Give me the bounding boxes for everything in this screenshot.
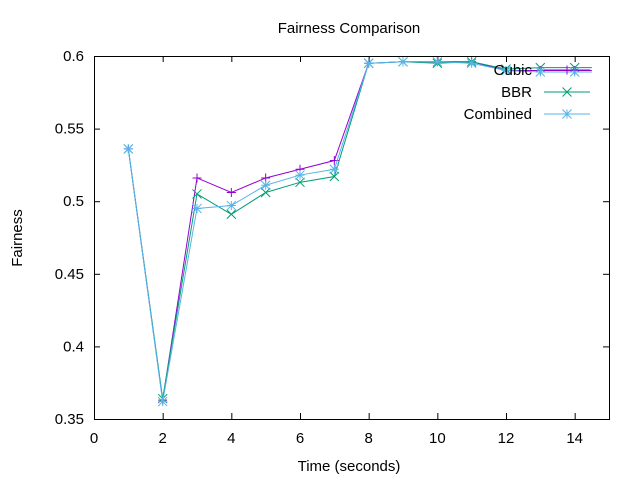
marker: [569, 67, 580, 77]
y-axis-label: Fairness: [9, 209, 26, 267]
marker: [260, 187, 271, 198]
y-tick-label: 0.35: [55, 411, 84, 428]
series-layer: [123, 56, 592, 407]
x-tick-label: 12: [498, 430, 515, 447]
x-tick-label: 10: [429, 430, 446, 447]
marker: [363, 58, 374, 69]
marker: [157, 396, 168, 407]
legend-label: Combined: [464, 106, 532, 123]
marker: [466, 58, 477, 69]
x-tick-label: 2: [158, 430, 166, 447]
legend-item-combined: Combined: [464, 106, 590, 123]
marker: [562, 87, 572, 97]
legend-item-bbr: BBR: [501, 84, 590, 101]
y-tick-label: 0.6: [63, 48, 84, 65]
marker: [329, 171, 340, 182]
legend: Cubic BBR Combined: [464, 62, 590, 123]
y-tick-label: 0.45: [55, 266, 84, 283]
marker: [123, 144, 134, 154]
marker: [329, 164, 340, 175]
chart-title: Fairness Comparison: [278, 20, 421, 37]
marker: [226, 200, 237, 211]
marker: [398, 56, 408, 67]
x-tick-label: 14: [566, 430, 583, 447]
marker: [226, 187, 236, 197]
y-tick-label: 0.4: [63, 338, 84, 355]
legend-label: Cubic: [494, 62, 533, 79]
x-tick-label: 8: [364, 430, 372, 447]
x-tick-label: 4: [227, 430, 235, 447]
marker: [562, 65, 572, 75]
marker: [192, 203, 202, 214]
plot-frame: [94, 56, 610, 420]
legend-label: BBR: [501, 84, 532, 101]
marker: [260, 180, 271, 191]
series-combined: [123, 56, 592, 407]
marker: [192, 173, 202, 183]
legend-item-cubic: Cubic: [494, 62, 590, 79]
marker: [192, 189, 202, 199]
marker: [226, 209, 237, 220]
marker: [562, 109, 572, 119]
marker: [295, 170, 305, 180]
marker: [295, 177, 305, 188]
x-tick-label: 0: [90, 430, 98, 447]
marker: [432, 56, 443, 67]
y-tick-label: 0.55: [55, 121, 84, 138]
y-axis: 0.35 0.4 0.45 0.5 0.55 0.6: [55, 48, 609, 428]
x-tick-label: 6: [296, 430, 304, 447]
x-axis-label: Time (seconds): [298, 458, 401, 475]
marker: [501, 65, 511, 76]
y-tick-label: 0.5: [63, 193, 84, 210]
marker: [535, 67, 546, 77]
